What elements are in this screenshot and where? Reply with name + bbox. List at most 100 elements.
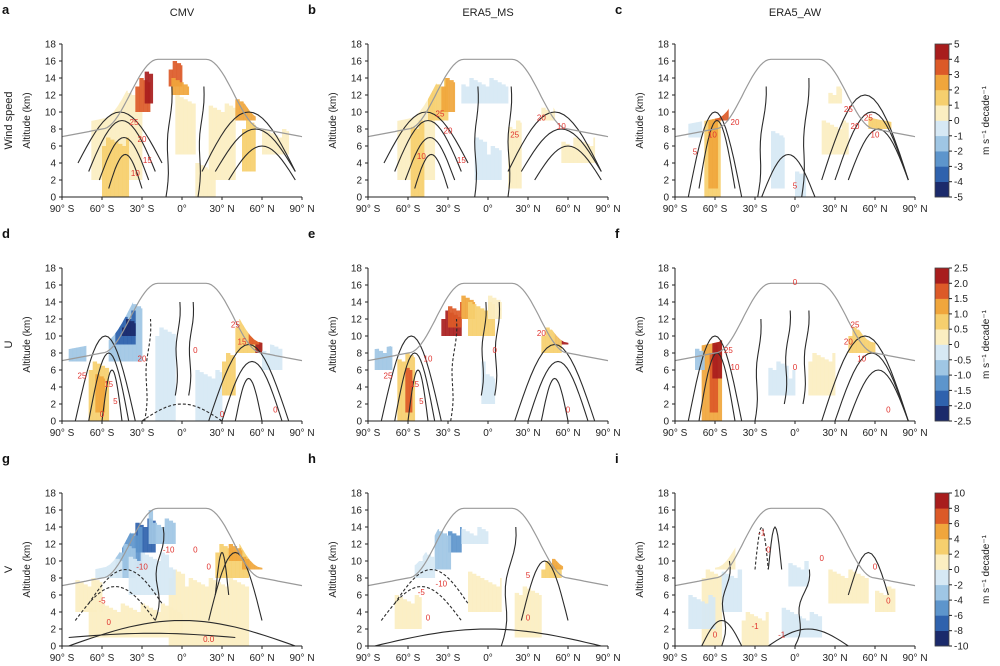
x-tick-label: 90° N [595,653,620,664]
contour-line [380,585,462,621]
contour-label: 0 [819,554,824,563]
trend-cell [172,61,178,87]
colorbar-bin [935,313,949,330]
trend-cell [168,520,174,544]
contour-label: 0 [873,563,878,572]
trend-cell [708,595,713,629]
trend-cell [461,84,466,104]
y-tick-label: 12 [351,315,363,326]
x-tick-label: 60° S [703,653,728,664]
trend-cell [247,95,252,121]
x-tick-label: 0° [483,653,493,664]
x-tick-label: 30° S [436,428,461,439]
y-tick-label: 12 [658,540,670,551]
trend-cell [136,561,142,595]
trend-cell [228,578,234,646]
trend-cell [232,107,236,180]
trend-cell [239,319,244,353]
trend-cell [757,618,763,646]
contour-line [847,369,909,422]
trend-cell [131,95,136,180]
x-tick-label: 90° S [50,428,75,439]
y-tick-label: 8 [356,125,362,136]
y-tick-label: 12 [351,540,363,551]
trend-cell [230,355,235,396]
contour-label: 0 [566,406,571,415]
x-tick-label: 30° N [209,428,234,439]
colorbar-tick-label: -8 [954,626,963,637]
trend-cell [493,80,498,104]
trend-cell [560,552,564,570]
trend-fill [688,544,896,646]
colorbar-tick-label: 1 [954,101,960,112]
trend-cell [134,323,136,336]
trend-cell [397,359,402,421]
colorbar-tick-label: 4 [954,534,960,545]
trend-cell [232,546,238,561]
trend-cell [228,544,234,561]
trend-cell [148,510,154,544]
trend-cell [545,109,550,121]
y-tick-label: 6 [50,591,56,602]
contour-label: 25 [384,372,393,381]
contour-line [767,628,849,647]
contour-label: -1 [751,622,759,631]
trend-cell [566,327,569,345]
trend-cell [565,143,570,163]
trend-cell [485,86,490,104]
x-tick-label: 90° S [356,653,381,664]
trend-cell [203,167,208,197]
colorbar-bin [935,569,949,586]
y-tick-label: 10 [658,108,670,119]
colorbar-tick-label: 10 [954,489,966,500]
trend-cell [717,575,723,646]
trend-cell [545,327,550,353]
trend-cell [549,563,554,578]
trend-cell [252,333,258,345]
y-tick-label: 2 [663,400,669,411]
trend-cell [887,586,892,612]
trend-cell [171,78,176,95]
colorbar-unit-label: m s⁻¹ decade⁻¹ [981,85,992,155]
trend-cell [716,97,721,197]
x-tick-label: 60° S [703,204,728,215]
trend-cell [801,618,807,638]
contour-label: 0 [713,631,718,640]
trend-cell [430,556,436,578]
y-tick-label: 8 [356,349,362,360]
trend-cell [456,310,461,328]
contour-line [221,360,283,422]
colorbar-tick-label: -2 [954,147,963,158]
trend-cell [828,92,833,104]
contour-line [414,153,449,189]
panel-letter: h [308,451,316,466]
trend-cell [220,584,226,646]
colorbar-bin [935,44,949,60]
trend-cell [179,82,184,95]
trend-cell [132,558,138,595]
y-axis-label: Altitude (km) [635,316,646,372]
trend-cell [207,376,212,421]
contour-line [474,86,479,198]
trend-cell [549,329,554,353]
colorbar-tick-label: 0 [954,565,960,576]
trend-cell [144,605,150,638]
contour-label: 0 [793,278,798,287]
trend-cell [556,561,561,570]
trend-cell [713,573,719,646]
contour-line [88,568,163,604]
contour-line [754,525,769,570]
trend-cell [187,86,190,95]
trend-cell [496,299,501,319]
y-tick-label: 14 [351,298,363,309]
panel-letter: i [615,451,619,466]
trend-cell [520,122,522,189]
y-tick-label: 8 [663,349,669,360]
trend-cell [737,569,743,612]
x-tick-label: 60° N [249,204,274,215]
trend-cell [103,378,106,413]
y-tick-label: 0 [663,193,669,204]
x-tick-label: 90° N [902,653,927,664]
trend-cell [215,552,220,578]
trend-cell [780,363,785,396]
